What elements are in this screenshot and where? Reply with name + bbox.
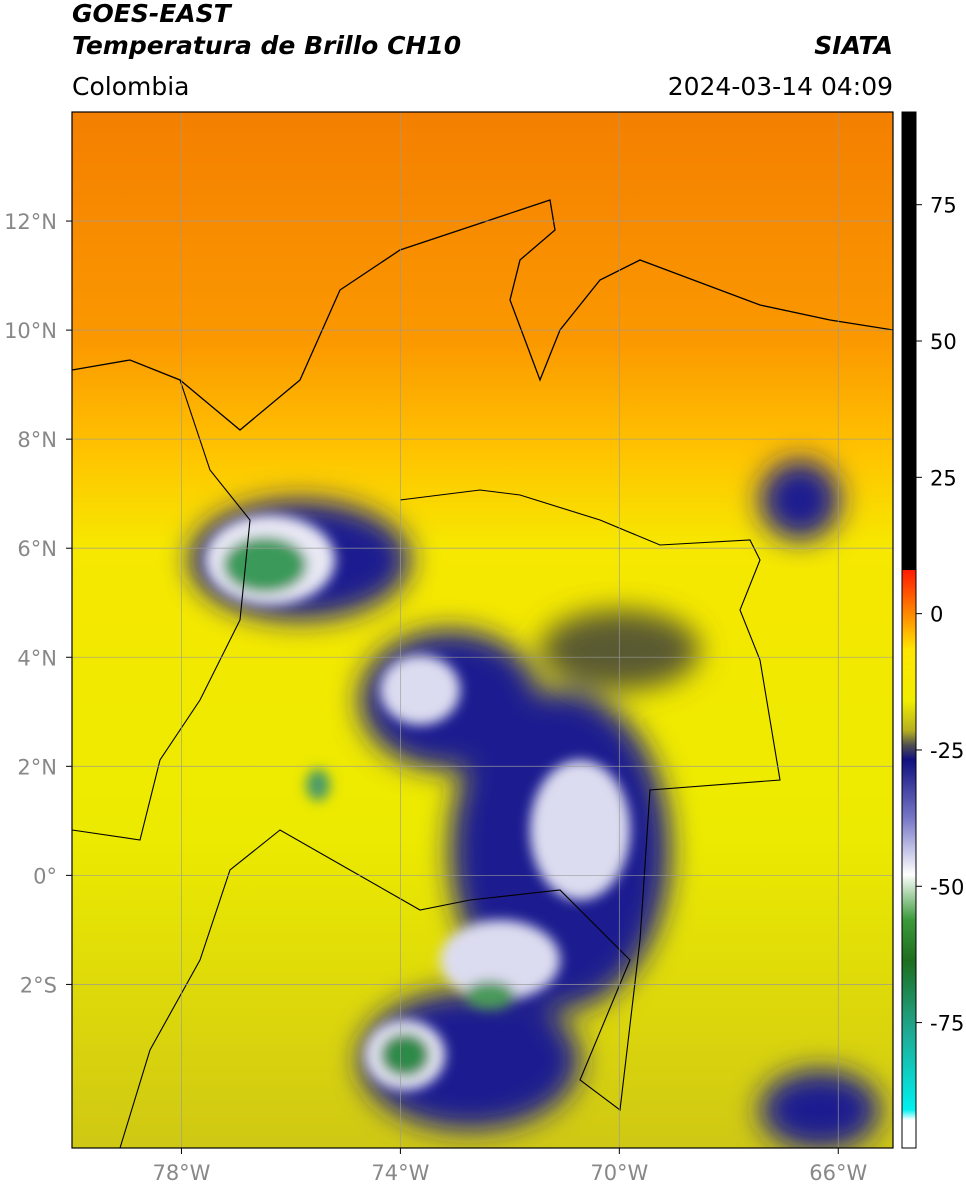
- y-tick-label: 4°N: [17, 646, 57, 670]
- colorbar-tick-label: -75: [930, 1012, 964, 1036]
- y-tick-label: 2°N: [17, 755, 57, 779]
- colorbar-tick-label: -50: [930, 875, 964, 899]
- x-tick-label: 66°W: [809, 1161, 867, 1185]
- source: SIATA: [814, 31, 893, 60]
- x-tick-label: 78°W: [152, 1161, 210, 1185]
- region: Colombia: [72, 72, 189, 101]
- subtitle: Temperatura de Brillo CH10: [72, 31, 461, 60]
- x-tick-label: 70°W: [590, 1161, 648, 1185]
- y-tick-label: 8°N: [17, 428, 57, 452]
- graticule: [72, 112, 893, 1148]
- colorbar: [901, 111, 917, 1149]
- colorbar-tick-label: -25: [930, 739, 964, 763]
- y-tick-label: 0°: [33, 864, 57, 888]
- y-tick-label: 10°N: [4, 319, 57, 343]
- colorbar-tick-label: 50: [930, 330, 957, 354]
- title: GOES-EAST: [72, 0, 233, 28]
- colorbar-tick-label: 75: [930, 194, 957, 218]
- y-tick-label: 12°N: [4, 210, 57, 234]
- x-tick-label: 74°W: [371, 1161, 429, 1185]
- borders: [72, 379, 781, 1148]
- datetime: 2024-03-14 04:09: [668, 72, 893, 101]
- y-tick-label: 2°S: [20, 973, 57, 997]
- map-frame: [71, 111, 894, 1149]
- coastline: [72, 199, 893, 431]
- y-tick-label: 6°N: [17, 537, 57, 561]
- colorbar-tick-label: 0: [930, 603, 943, 627]
- colorbar-tick-label: 25: [930, 466, 957, 490]
- satellite-image: [72, 112, 893, 1148]
